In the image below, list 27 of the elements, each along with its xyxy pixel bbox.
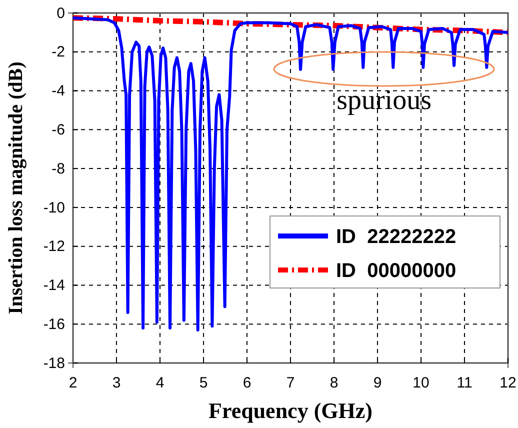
annotation: spurious [336, 85, 432, 116]
x-tick-label: 5 [199, 374, 208, 392]
y-tick-label: 0 [56, 4, 65, 22]
x-tick-label: 7 [286, 374, 295, 392]
x-tick-label: 2 [68, 374, 78, 392]
x-tick-label: 8 [330, 374, 338, 392]
y-tick-label: -12 [43, 238, 65, 256]
x-tick-label: 11 [456, 374, 472, 392]
x-tick-label: 3 [112, 374, 121, 392]
y-tick-label: -6 [52, 121, 65, 138]
x-tick-label: 6 [242, 374, 252, 392]
y-tick-label: -16 [43, 316, 65, 333]
y-tick-label: -14 [43, 277, 65, 294]
y-tick-label: -2 [52, 44, 65, 61]
legend-label: ID 00000000 [336, 260, 456, 282]
y-tick-label: -8 [52, 160, 65, 178]
legend-label: ID 22222222 [336, 226, 456, 248]
y-tick-label: -10 [43, 199, 65, 216]
x-axis-title: Frequency (GHz) [208, 398, 372, 423]
x-tick-label: 4 [156, 374, 164, 392]
y-tick-label: -4 [52, 82, 65, 100]
x-tick-label: 12 [500, 374, 516, 392]
line-series [72, 16, 510, 332]
x-tick-label: 9 [373, 374, 382, 392]
y-tick-label: -18 [43, 354, 65, 372]
x-tick-label: 10 [412, 374, 430, 392]
y-axis-title: Insertion loss magnitude (dB) [5, 62, 27, 314]
